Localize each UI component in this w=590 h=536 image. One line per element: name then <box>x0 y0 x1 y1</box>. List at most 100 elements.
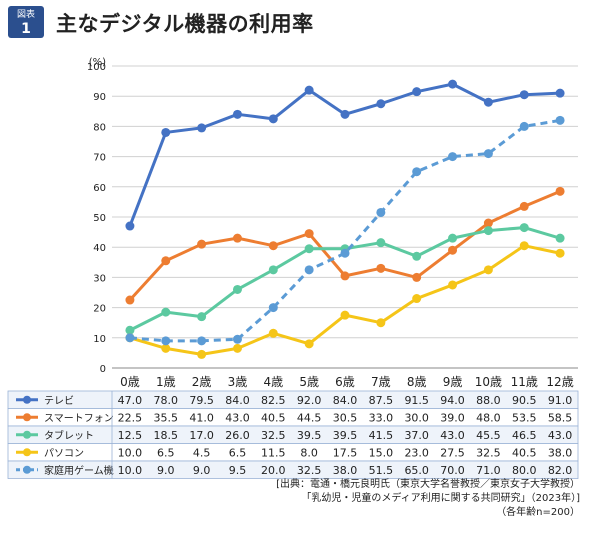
data-point <box>197 123 207 133</box>
data-label: 26.0 <box>225 429 250 442</box>
data-point <box>376 99 386 109</box>
data-point <box>232 233 242 243</box>
data-label: 35.5 <box>154 411 179 424</box>
data-label: 91.5 <box>404 394 429 407</box>
data-point <box>376 263 386 273</box>
data-label: 92.0 <box>297 394 322 407</box>
data-point <box>232 343 242 353</box>
data-label: 88.0 <box>476 394 501 407</box>
data-point <box>555 88 565 98</box>
legend-entry: パソコン <box>44 447 84 459</box>
x-tick-label: 2歳 <box>192 375 212 389</box>
data-point <box>448 152 458 162</box>
data-label: 39.5 <box>297 429 322 442</box>
data-label: 65.0 <box>404 464 429 477</box>
data-label: 48.0 <box>476 411 501 424</box>
data-label: 9.0 <box>157 464 175 477</box>
data-point <box>519 201 529 211</box>
data-label: 84.0 <box>333 394 358 407</box>
legend-entry: タブレット <box>44 429 94 442</box>
data-label: 70.0 <box>440 464 465 477</box>
data-point <box>125 325 135 335</box>
data-point <box>519 121 529 131</box>
y-tick-label: 100 <box>87 62 106 73</box>
data-label: 41.0 <box>189 411 214 424</box>
data-label: 79.5 <box>189 394 214 407</box>
data-label: 44.5 <box>297 411 322 424</box>
y-tick-label: 20 <box>93 304 106 315</box>
x-tick-label: 8歳 <box>407 375 427 389</box>
data-label: 20.0 <box>261 464 286 477</box>
data-point <box>376 318 386 328</box>
data-label: 43.0 <box>225 411 250 424</box>
y-tick-label: 50 <box>93 213 106 224</box>
data-point <box>483 265 493 275</box>
x-tick-label: 0歳 <box>120 375 140 389</box>
data-point <box>340 248 350 258</box>
data-point <box>483 97 493 107</box>
data-label: 33.0 <box>369 411 394 424</box>
data-point <box>197 349 207 359</box>
data-label: 11.5 <box>261 446 286 459</box>
legend-marker <box>23 395 31 404</box>
data-label: 38.0 <box>333 464 358 477</box>
legend-marker <box>23 430 31 439</box>
data-label: 51.5 <box>369 464 394 477</box>
data-label: 18.5 <box>154 429 179 442</box>
figure-badge-number: 1 <box>21 21 31 37</box>
data-point <box>232 109 242 119</box>
legend-marker <box>23 465 31 474</box>
data-label: 78.0 <box>154 394 179 407</box>
data-point <box>304 244 314 254</box>
data-label: 6.5 <box>229 446 247 459</box>
data-point <box>448 245 458 255</box>
data-point <box>483 226 493 236</box>
data-label: 4.5 <box>193 446 211 459</box>
source-line-3: （各年齢n=200） <box>496 507 580 518</box>
y-tick-label: 80 <box>93 122 106 133</box>
x-axis: 0歳 1歳 2歳 3歳 4歳 5歳 6歳 7歳 8歳 9歳 10歳 11歳 12歳 <box>120 375 574 389</box>
x-tick-label: 9歳 <box>443 375 463 389</box>
data-label: 37.0 <box>404 429 429 442</box>
data-point <box>448 280 458 290</box>
data-label: 17.0 <box>189 429 214 442</box>
data-point <box>376 207 386 217</box>
figure-badge-label: 図表 <box>16 10 35 20</box>
data-point <box>519 90 529 100</box>
data-label: 80.0 <box>512 464 537 477</box>
series-line <box>128 82 561 227</box>
data-label: 22.5 <box>118 411 143 424</box>
table-row <box>7 460 579 479</box>
data-label: 32.5 <box>476 446 501 459</box>
x-tick-label: 1歳 <box>156 375 176 389</box>
data-point <box>483 218 493 228</box>
data-point <box>268 241 278 251</box>
data-label: 15.0 <box>369 446 394 459</box>
data-point <box>161 343 171 353</box>
data-label: 12.5 <box>118 429 143 442</box>
data-point <box>232 334 242 344</box>
data-point <box>555 248 565 258</box>
data-label: 91.0 <box>548 394 573 407</box>
data-point <box>412 272 422 282</box>
data-point <box>412 251 422 261</box>
data-label: 32.5 <box>297 464 322 477</box>
data-label: 84.0 <box>225 394 250 407</box>
data-point <box>197 336 207 346</box>
data-label: 10.0 <box>118 446 143 459</box>
data-label: 9.5 <box>229 464 247 477</box>
data-point <box>483 149 493 159</box>
data-point <box>197 312 207 322</box>
data-point <box>125 333 135 343</box>
x-tick-label: 7歳 <box>371 375 391 389</box>
data-point <box>232 284 242 294</box>
y-tick-label: 40 <box>93 243 106 254</box>
data-point <box>555 115 565 125</box>
data-point <box>340 310 350 320</box>
y-tick-label: 10 <box>93 334 106 345</box>
series-lines <box>125 79 565 359</box>
x-tick-label: 4歳 <box>263 375 283 389</box>
data-label: 40.5 <box>261 411 286 424</box>
source-line-1: [出典：電通・橋元良明氏（東京大学名誉教授／東京女子大学教授） <box>276 479 580 490</box>
